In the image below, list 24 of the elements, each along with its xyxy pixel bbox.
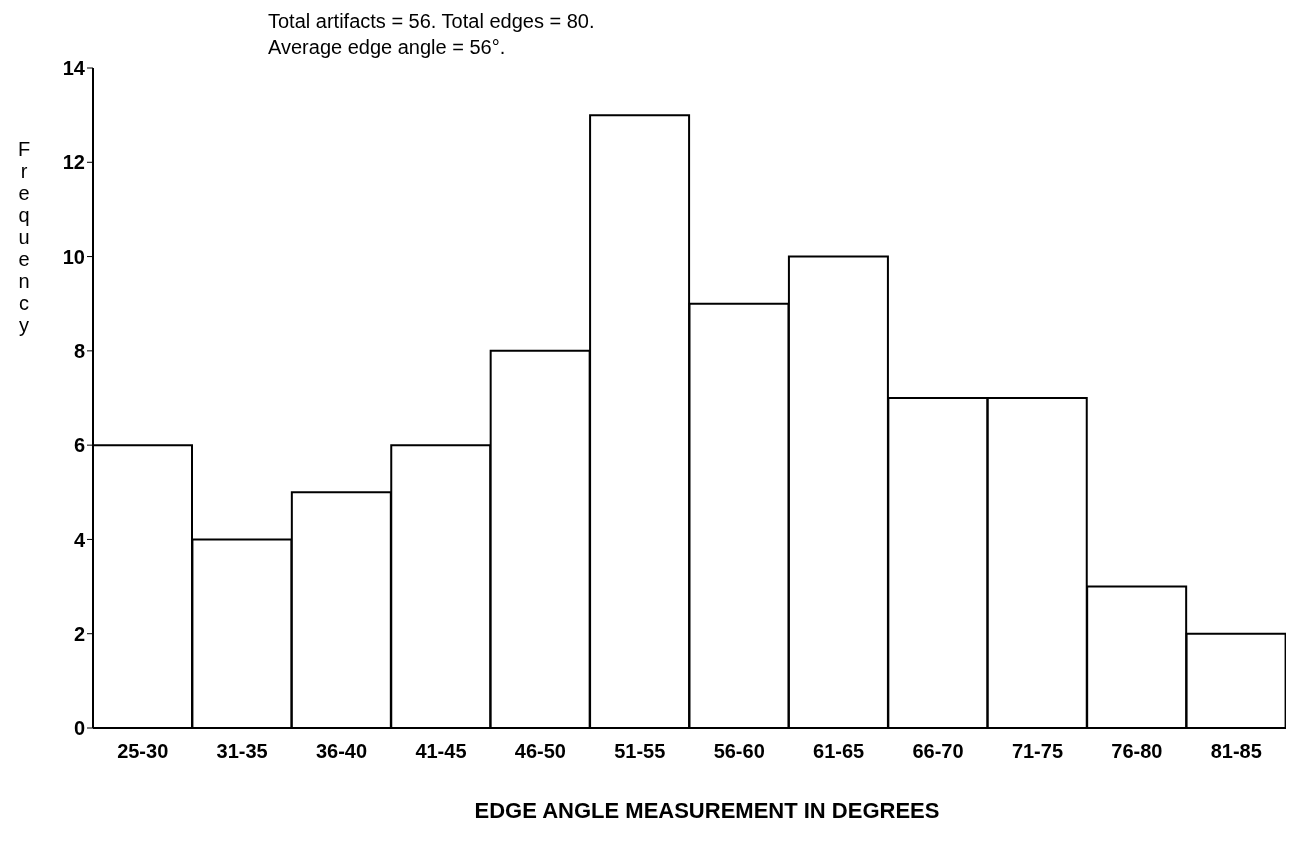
x-tick-label: 51-55 bbox=[614, 740, 666, 763]
y-tick-label: 12 bbox=[62, 151, 85, 174]
y-tick-label: 6 bbox=[73, 434, 85, 457]
x-tick-label: 66-70 bbox=[912, 740, 964, 763]
text: Frequency bbox=[17, 138, 31, 336]
text: Average edge angle = 56°. bbox=[268, 35, 507, 60]
y-tick-label: 4 bbox=[73, 528, 86, 551]
y-tick-label: 8 bbox=[73, 339, 85, 362]
x-tick-label: 25-30 bbox=[117, 740, 169, 763]
y-tick-label: 10 bbox=[62, 245, 85, 268]
x-tick-label: 61-65 bbox=[813, 740, 865, 763]
x-tick-label: 41-45 bbox=[415, 740, 467, 763]
x-tick-label: 36-40 bbox=[315, 740, 368, 763]
y-tick-label: 2 bbox=[73, 622, 85, 645]
y-tick-label: 0 bbox=[73, 717, 85, 740]
x-tick-label: 81-85 bbox=[1210, 740, 1262, 763]
x-axis-title: EDGE ANGLE MEASUREMENT IN DEGREES bbox=[473, 798, 941, 824]
y-tick-label: 14 bbox=[62, 57, 86, 80]
x-tick-label: 56-60 bbox=[713, 740, 765, 763]
x-tick-label: 71-75 bbox=[1011, 740, 1064, 763]
x-tick-label: 31-35 bbox=[216, 740, 268, 763]
x-tick-label: 76-80 bbox=[1111, 740, 1163, 763]
x-tick-label: 46-50 bbox=[514, 740, 566, 763]
text: Total artifacts = 56. Total edges = 80. bbox=[268, 9, 595, 34]
